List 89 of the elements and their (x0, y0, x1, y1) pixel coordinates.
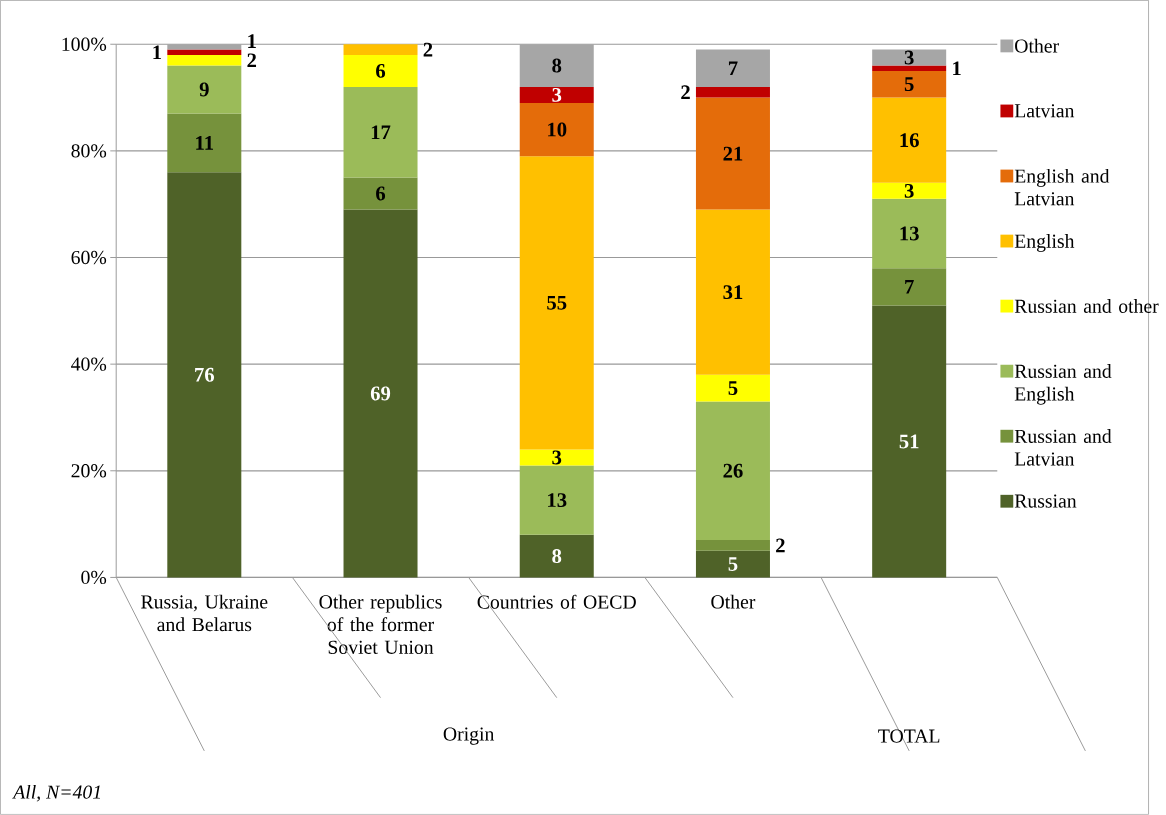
x-tick-label: Countries of OECD (477, 594, 636, 609)
bar (872, 198, 947, 269)
y-tick-label: 60% (71, 250, 107, 265)
data-label: 16 (900, 133, 919, 148)
data-label: 3 (904, 183, 914, 198)
data-label: 13 (548, 493, 567, 508)
data-label: 6 (376, 186, 386, 201)
data-label: 2 (681, 85, 690, 100)
data-label: 3 (904, 50, 914, 65)
data-label: 5 (904, 77, 914, 92)
bar (343, 177, 418, 210)
bar (872, 97, 947, 183)
data-label: 51 (899, 434, 919, 449)
data-label: 5 (728, 557, 738, 572)
data-label: 2 (776, 538, 785, 553)
data-label: 69 (370, 386, 391, 401)
bar (872, 182, 947, 199)
data-label: 7 (905, 280, 914, 294)
legend-label: Latvian (1014, 104, 1075, 118)
x-tick-label: Other republics of the former Soviet Union (319, 594, 442, 654)
bar (695, 49, 770, 87)
text: Origin (443, 727, 495, 745)
data-label: 21 (723, 146, 743, 161)
data-label: 10 (548, 122, 567, 137)
data-label: 26 (723, 463, 743, 478)
data-label: 5 (728, 381, 738, 396)
data-label: 76 (195, 367, 215, 382)
data-label: 2 (247, 53, 257, 68)
data-label: 8 (552, 58, 562, 73)
y-tick-label: 100% (62, 37, 107, 52)
y-tick-label: 40% (71, 357, 107, 371)
data-label: 6 (376, 64, 386, 78)
bar (343, 86, 418, 178)
bar (695, 209, 770, 375)
data-label: 1 (953, 61, 961, 76)
bar (519, 449, 594, 466)
bar (167, 49, 242, 55)
legend-label: Russian and other (1014, 299, 1159, 313)
bar (167, 44, 242, 50)
data-label: 17 (371, 125, 391, 140)
data-label: 2 (423, 42, 433, 57)
x-tick-label: Other (711, 594, 756, 609)
y-tick-label: 0% (81, 570, 107, 585)
data-label: 13 (900, 226, 919, 241)
bar (872, 49, 947, 66)
bar (167, 54, 242, 66)
legend-label: English (1014, 234, 1075, 252)
bar (872, 268, 947, 306)
legend-label: Russian (1014, 494, 1077, 508)
legend-label: Other (1015, 38, 1059, 53)
data-label: 11 (196, 136, 214, 150)
bar (695, 540, 770, 551)
bar (167, 113, 242, 173)
bar (519, 465, 594, 535)
text: TOTAL (878, 729, 940, 743)
bar (343, 44, 418, 55)
bar (695, 97, 770, 210)
bar (519, 156, 594, 450)
bar (343, 54, 418, 87)
y-tick-label: 20% (71, 464, 107, 478)
legend-label: Russian and Latvian (1014, 429, 1112, 466)
data-label: 55 (547, 296, 567, 310)
data-label: 1 (153, 45, 161, 60)
bar (519, 44, 594, 87)
data-label: 1 (248, 34, 256, 48)
data-label: 8 (552, 549, 562, 564)
bar (343, 209, 418, 578)
bar (695, 374, 770, 402)
bar (872, 70, 947, 98)
bar (695, 550, 770, 578)
data-label: 9 (199, 82, 209, 97)
data-label: 7 (728, 61, 738, 76)
y-tick-label: 80% (71, 144, 107, 158)
bar (872, 305, 947, 578)
bar (695, 86, 770, 98)
bar (695, 401, 770, 541)
x-tick-label: Russia, Ukraine and Belarus (141, 594, 268, 632)
bar (167, 65, 242, 114)
bar (519, 534, 594, 578)
data-label: 3 (552, 450, 562, 465)
data-label: 3 (552, 88, 562, 102)
legend-label: Russian and English (1014, 364, 1112, 405)
data-label: 31 (723, 285, 743, 300)
legend-label: English and Latvian (1014, 169, 1110, 206)
text: All, N=401 (12, 784, 101, 802)
bar (872, 65, 947, 71)
bar (167, 172, 242, 578)
bar (519, 102, 594, 157)
bar (519, 86, 594, 103)
